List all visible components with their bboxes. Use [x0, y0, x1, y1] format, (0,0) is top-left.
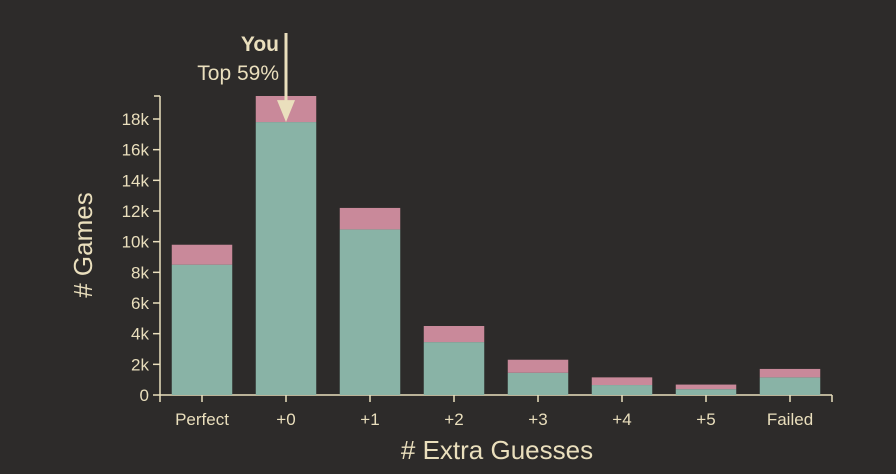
you-label: You — [241, 33, 279, 56]
bar-lower-segment — [423, 342, 485, 395]
you-arrow-head — [277, 100, 295, 123]
y-tick-label: 6k — [131, 294, 149, 313]
bar-lower-segment — [675, 389, 737, 395]
y-tick-label: 10k — [122, 233, 150, 252]
bar-upper-segment — [507, 359, 569, 373]
bar-upper-segment — [171, 244, 233, 265]
bar-upper-segment — [759, 368, 821, 378]
y-tick-label: 4k — [131, 325, 149, 344]
x-tick-label: +0 — [276, 410, 295, 429]
bar-lower-segment — [171, 264, 233, 395]
x-tick-label: +4 — [612, 410, 631, 429]
y-tick-label: 16k — [122, 141, 150, 160]
x-tick-label: +1 — [360, 410, 379, 429]
x-axis: Perfect +0 +1 +2 +3 +4 +5 Failed — [159, 394, 833, 429]
you-annotation: You Top 59% — [197, 33, 295, 123]
bar-upper-segment — [423, 326, 485, 343]
bar-lower-segment — [591, 385, 653, 395]
bar-lower-segment — [255, 122, 317, 396]
x-tick-label: +3 — [528, 410, 547, 429]
bar-upper-segment — [339, 207, 401, 230]
x-axis-title: # Extra Guesses — [401, 435, 593, 465]
rank-label: Top 59% — [197, 62, 279, 85]
x-tick-label: Perfect — [175, 410, 229, 429]
y-tick-label: 2k — [131, 355, 149, 374]
x-tick-label: +5 — [696, 410, 715, 429]
bar-lower-segment — [507, 372, 569, 395]
x-tick-label: Failed — [767, 410, 813, 429]
y-tick-label: 0 — [140, 386, 149, 405]
y-tick-label: 18k — [122, 110, 150, 129]
bar-lower-segment — [339, 229, 401, 395]
bars — [171, 96, 821, 396]
bar-lower-segment — [759, 377, 821, 395]
y-axis-title: # Games — [68, 192, 98, 298]
y-tick-label: 8k — [131, 263, 149, 282]
x-tick-label: +2 — [444, 410, 463, 429]
y-axis: 0 2k 4k 6k 8k 10k 12k 14k 16k 18k — [122, 95, 161, 405]
bar-upper-segment — [675, 384, 737, 390]
y-tick-label: 14k — [122, 171, 150, 190]
bar-upper-segment — [591, 377, 653, 386]
y-tick-label: 12k — [122, 202, 150, 221]
